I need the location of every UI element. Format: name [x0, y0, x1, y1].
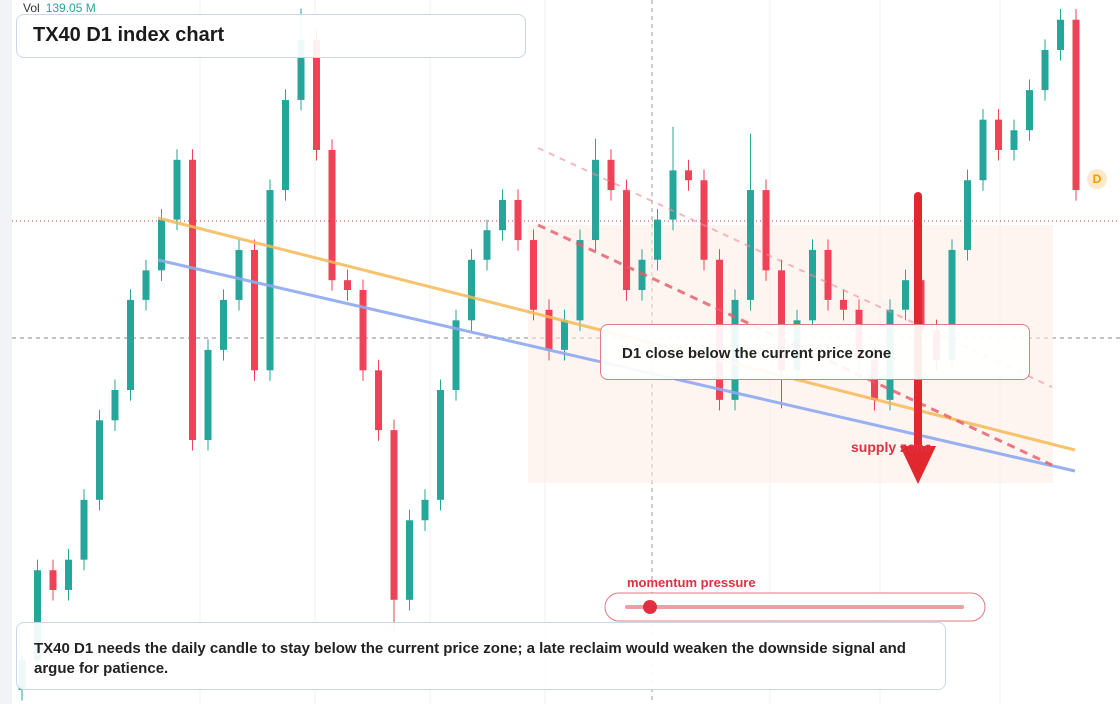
candle-body: [406, 520, 413, 600]
candle-body: [189, 159, 196, 441]
volume-label: Vol: [23, 1, 40, 15]
candle-body: [499, 199, 506, 231]
arrow-head: [900, 446, 936, 484]
candle-body: [111, 390, 119, 421]
candle-body: [809, 249, 816, 321]
candle-body: [437, 390, 444, 500]
candle-body: [576, 240, 584, 321]
candle-body: [762, 190, 770, 271]
candles: [18, 8, 1080, 701]
momentum-label: momentum pressure: [627, 575, 756, 590]
candle-body: [995, 119, 1002, 150]
candle-body: [282, 99, 289, 191]
candle-body: [1026, 90, 1033, 131]
marker-badge[interactable]: D: [1087, 169, 1107, 189]
candle-body: [468, 259, 475, 321]
candle-body: [359, 290, 367, 371]
candle-body: [592, 159, 599, 241]
candle-body: [1041, 49, 1049, 91]
candle-body: [127, 299, 134, 391]
candle-body: [266, 190, 274, 371]
candle-body: [235, 249, 243, 300]
candle-body: [747, 190, 754, 300]
candle-body: [700, 180, 708, 260]
candle-body: [902, 280, 909, 310]
candle-body: [669, 170, 677, 220]
candle-body: [623, 190, 630, 291]
candle-body: [158, 219, 165, 271]
candle-body: [142, 270, 150, 300]
candle-body: [685, 170, 692, 181]
candle-body: [778, 270, 785, 371]
candle-body: [824, 249, 832, 300]
candle-body: [948, 249, 956, 360]
candle-body: [561, 320, 568, 350]
candle-body: [65, 559, 72, 590]
candle-body: [344, 280, 351, 291]
candle-body: [49, 570, 57, 590]
candle-body: [204, 349, 212, 440]
candle-body: [297, 40, 305, 100]
caption: TX40 D1 needs the daily candle to stay b…: [16, 622, 946, 690]
candle-body: [840, 299, 847, 310]
candle-body: [545, 309, 553, 350]
candle-body: [979, 119, 987, 181]
slider-knob[interactable]: [643, 600, 657, 614]
candle-body: [1057, 19, 1064, 50]
candle-body: [1072, 19, 1080, 191]
candle-body: [34, 570, 41, 661]
candle-body: [80, 499, 88, 560]
candle-body: [452, 320, 460, 391]
candle-body: [1010, 130, 1018, 150]
candle-body: [607, 159, 615, 191]
candle-body: [514, 199, 522, 241]
candle-body: [964, 180, 971, 250]
volume-readout: Vol 139.05 M: [23, 1, 96, 15]
candle-body: [96, 420, 103, 500]
zone-label: supply zone: [851, 439, 932, 455]
candle-body: [328, 149, 336, 281]
candle-body: [654, 219, 661, 260]
candle-body: [251, 249, 258, 371]
candle-body: [375, 370, 382, 431]
candle-body: [421, 499, 429, 521]
chart-title: TX40 D1 index chart: [16, 14, 526, 58]
candle-body: [483, 230, 491, 260]
candle-body: [530, 240, 537, 310]
candle-body: [220, 299, 227, 350]
volume-value: 139.05 M: [45, 1, 96, 15]
annotation: D1 close below the current price zone: [600, 324, 1030, 380]
left-strip: [0, 0, 12, 704]
candle-body: [173, 159, 181, 220]
candle-body: [313, 40, 320, 150]
candle-body: [390, 430, 398, 600]
